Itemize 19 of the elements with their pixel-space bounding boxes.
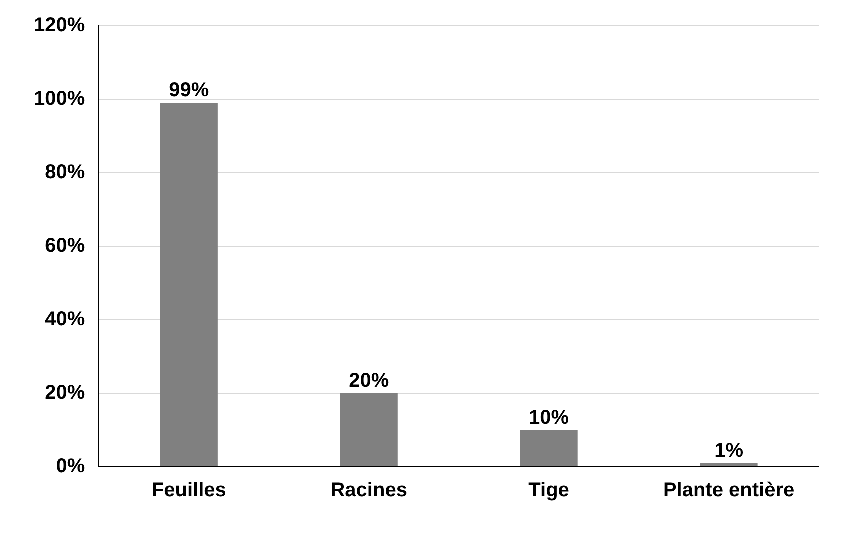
bar (160, 103, 218, 466)
y-tick-label: 100% (34, 88, 86, 110)
data-label: 99% (169, 80, 210, 102)
y-tick-label: 20% (45, 382, 86, 404)
data-label: 20% (349, 370, 390, 392)
y-tick-label: 40% (45, 308, 86, 331)
bar (700, 463, 758, 466)
x-tick-label: Feuilles (152, 480, 226, 502)
data-label: 10% (529, 406, 570, 429)
data-label: 1% (714, 440, 744, 462)
y-tick-label: 60% (45, 235, 86, 258)
x-tick-label: Plante entière (663, 480, 795, 502)
y-tick-label: 0% (56, 456, 86, 478)
x-tick-label: Tige (528, 480, 570, 502)
bar (340, 394, 398, 466)
bar (520, 430, 578, 466)
x-tick-label: Racines (330, 480, 408, 502)
y-tick-label: 120% (34, 14, 86, 37)
y-tick-label: 80% (45, 162, 86, 184)
